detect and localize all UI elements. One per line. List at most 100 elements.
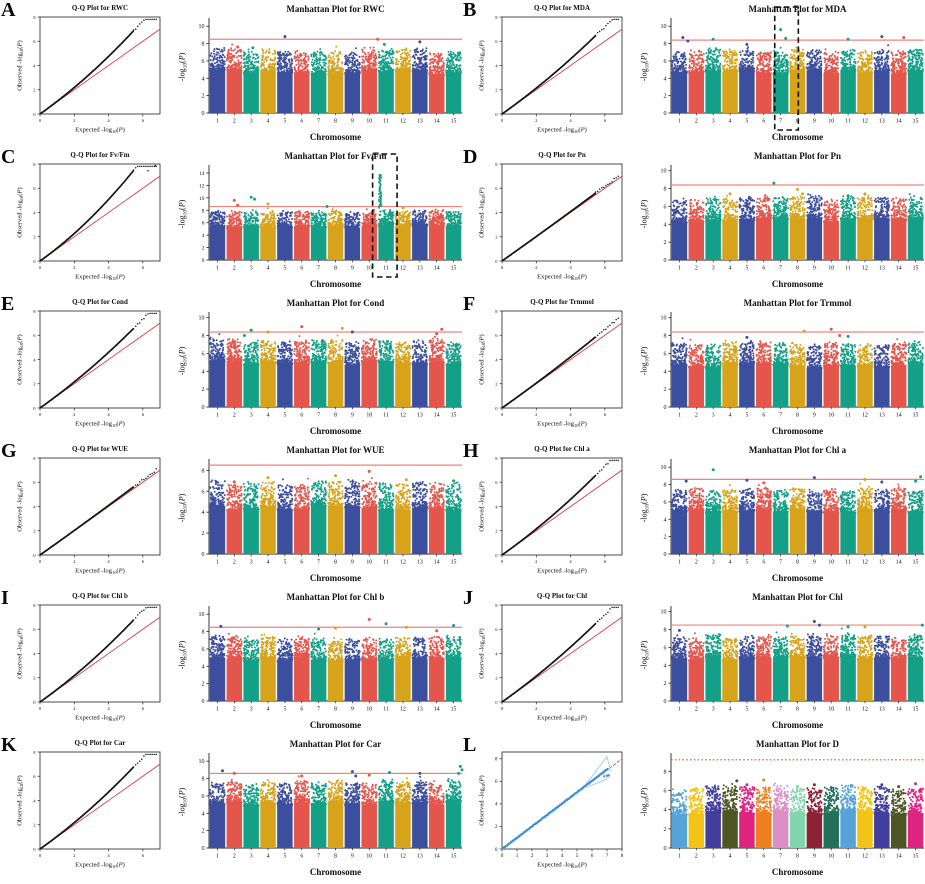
manhattan-y-tick: 2: [664, 94, 667, 100]
qq-y-tick: 0: [33, 406, 36, 411]
qq-y-tick: 6: [33, 774, 36, 779]
qq-y-tick: 8: [33, 750, 36, 755]
manhattan-y-tick: 12: [199, 183, 205, 189]
manhattan-x-tick: 2: [695, 560, 698, 566]
qq-y-tick: 8: [33, 15, 36, 20]
manhattan-y-tick: 6: [664, 351, 667, 357]
manhattan-x-tick: 4: [729, 119, 732, 125]
manhattan-y-tick: 10: [661, 24, 667, 30]
manhattan-y-label: -log10(P): [178, 52, 189, 81]
qq-title: Q-Q Plot for Pn: [538, 151, 586, 159]
manhattan-x-tick: 1: [216, 119, 219, 125]
qq-x-tick: 0: [501, 853, 504, 859]
qq-x-tick: 0: [501, 412, 504, 417]
highlight-dashed-box: [371, 153, 398, 278]
qq-x-tick: 2: [73, 412, 76, 417]
panel-A: A Q-Q Plot for RWC 0 2 4 6 0 2 4 6 8 Expected -log1…: [0, 0, 462, 147]
manhattan-y-tick: 0: [664, 552, 667, 558]
qq-x-tick: 4: [107, 265, 110, 270]
manhattan-x-tick: 13: [417, 266, 423, 272]
manhattan-x-tick: 15: [451, 707, 457, 713]
manhattan-y-tick: 8: [664, 769, 667, 775]
manhattan-x-tick: 13: [879, 119, 885, 125]
manhattan-plot-d: Manhattan Plot for D 0 2 4 6 8 -log10(P) Chromo…: [640, 739, 925, 877]
qq-plot-car: Q-Q Plot for Car 0 2 4 6 0 2 4 6 8 Expected -log10…: [17, 739, 161, 869]
manhattan-x-tick: 12: [862, 560, 868, 566]
qq-y-label: Observed -log10(P): [17, 334, 24, 384]
qq-y-tick: 6: [33, 186, 36, 191]
qq-plot-chl-b: Q-Q Plot for Chl b 0 2 4 6 0 2 4 6 8 Expected -log…: [17, 592, 161, 722]
qq-y-tick: 0: [495, 847, 498, 853]
manhattan-x-tick: 11: [845, 413, 851, 419]
qq-x-tick: 2: [535, 265, 538, 270]
qq-y-tick: 6: [33, 39, 36, 44]
manhattan-x-tick: 11: [383, 854, 389, 860]
manhattan-plot-container: Manhattan Plot for RWC 0 2 4 6 8 10 -log10(P) Ch…: [174, 1, 466, 151]
manhattan-x-tick: 5: [283, 413, 286, 419]
qq-y-tick: 4: [33, 357, 36, 362]
manhattan-x-tick: 13: [417, 854, 423, 860]
qq-y-tick: 6: [33, 333, 36, 338]
manhattan-y-label: -log10(P): [640, 640, 651, 669]
manhattan-x-tick: 11: [383, 119, 389, 125]
manhattan-title: Manhattan Plot for Chl: [752, 592, 843, 602]
manhattan-y-tick: 8: [202, 334, 205, 340]
manhattan-x-tick: 3: [712, 413, 715, 419]
manhattan-plot-container: Manhattan Plot for D 0 2 4 6 8 -log10(P) Chromo…: [636, 736, 925, 884]
qq-x-tick: 6: [604, 265, 607, 270]
qq-title: Q-Q Plot for Trmmol: [530, 298, 594, 306]
manhattan-y-tick: 2: [202, 387, 205, 393]
manhattan-x-tick: 15: [451, 854, 457, 860]
qq-plot-container: Q-Q Plot for Chl b 0 2 4 6 0 2 4 6 8 Expected -log…: [13, 589, 165, 739]
manhattan-x-tick: 13: [417, 413, 423, 419]
qq-y-tick: 0: [33, 259, 36, 264]
manhattan-x-label: Chromosome: [772, 426, 823, 436]
manhattan-x-tick: 11: [845, 266, 851, 272]
manhattan-y-tick: 10: [199, 612, 205, 618]
manhattan-plot-chl: Manhattan Plot for Chl 0 2 4 6 8 10 -log10(P) Ch…: [640, 592, 924, 730]
manhattan-y-label: -log10(P): [178, 787, 189, 816]
qq-x-tick: 2: [73, 853, 76, 858]
manhattan-x-tick: 8: [334, 560, 337, 566]
qq-x-tick: 1: [516, 853, 519, 859]
manhattan-x-tick: 2: [695, 266, 698, 272]
qq-x-label: Expected -log10(P): [75, 127, 125, 134]
manhattan-x-tick: 13: [879, 854, 885, 860]
qq-y-tick: 6: [33, 480, 36, 485]
panel-letter-B: B: [463, 0, 477, 21]
manhattan-x-tick: 9: [351, 560, 354, 566]
manhattan-x-tick: 10: [366, 119, 372, 125]
manhattan-y-tick: 4: [202, 664, 205, 670]
manhattan-x-tick: 3: [712, 119, 715, 125]
manhattan-plot-cond: Manhattan Plot for Cond 0 2 4 6 8 10 -log10(P) C…: [178, 298, 462, 436]
qq-y-tick: 6: [495, 627, 498, 632]
manhattan-title: Manhattan Plot for Cond: [287, 298, 385, 308]
manhattan-x-tick: 5: [283, 266, 286, 272]
manhattan-title: Manhattan Plot for Pn: [754, 151, 841, 161]
qq-title: Q-Q Plot for WUE: [72, 445, 128, 453]
qq-plot-cond: Q-Q Plot for Cond 0 2 4 6 0 2 4 6 8 Expected -log1…: [17, 298, 161, 428]
manhattan-x-tick: 1: [678, 560, 681, 566]
manhattan-x-tick: 1: [678, 707, 681, 713]
manhattan-x-tick: 1: [678, 413, 681, 419]
manhattan-x-tick: 3: [250, 707, 253, 713]
manhattan-x-label: Chromosome: [772, 279, 823, 289]
manhattan-x-tick: 14: [896, 854, 902, 860]
manhattan-x-tick: 7: [779, 119, 782, 125]
manhattan-x-tick: 9: [351, 854, 354, 860]
qq-y-tick: 8: [495, 162, 498, 167]
manhattan-y-tick: 4: [664, 222, 667, 228]
qq-plot-pn: Q-Q Plot for Pn 0 2 4 6 0 2 4 6 8 Expected -log10(…: [479, 151, 623, 281]
manhattan-x-tick: 9: [813, 707, 816, 713]
manhattan-x-tick: 9: [813, 266, 816, 272]
qq-x-label: Expected -log10(P): [537, 421, 587, 428]
manhattan-x-tick: 3: [712, 854, 715, 860]
qq-y-label: Observed -log10(P): [17, 628, 24, 678]
manhattan-x-tick: 7: [779, 266, 782, 272]
manhattan-x-tick: 9: [351, 119, 354, 125]
manhattan-x-tick: 1: [216, 854, 219, 860]
manhattan-x-tick: 15: [913, 266, 919, 272]
manhattan-x-tick: 8: [334, 266, 337, 272]
qq-x-label: Expected -log10(P): [75, 568, 125, 575]
manhattan-x-tick: 12: [400, 413, 406, 419]
